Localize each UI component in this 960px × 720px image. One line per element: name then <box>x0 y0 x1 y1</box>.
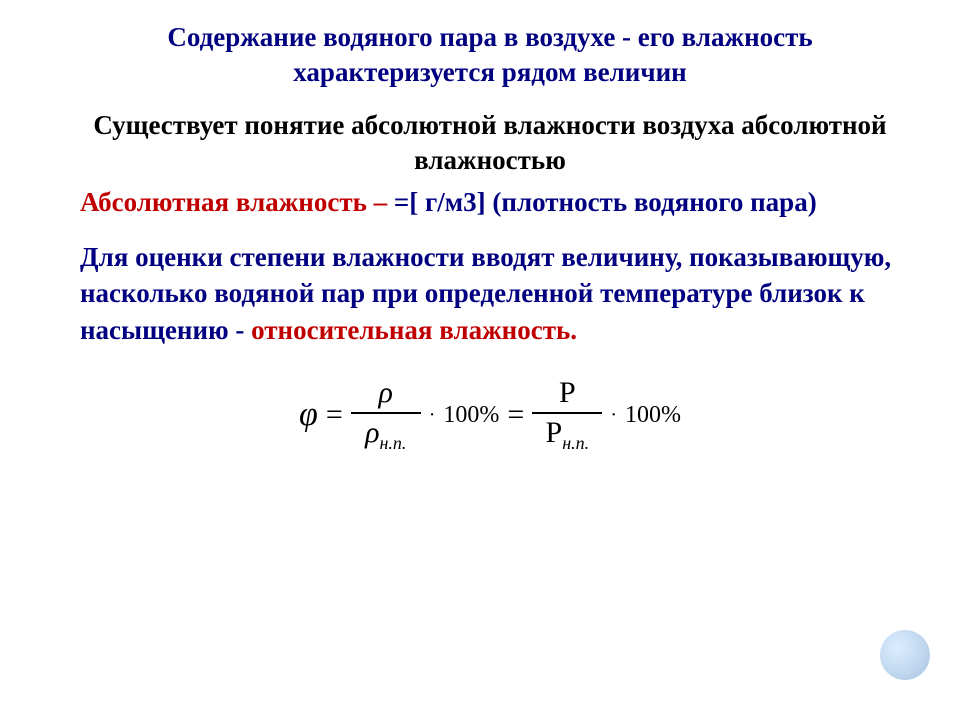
abs-formula: =[ г/м3] (плотность водяного пара) <box>394 187 817 217</box>
absolute-humidity-line: Абсолютная влажность – =[ г/м3] (плотнос… <box>80 184 900 220</box>
rho-den: ρ <box>365 416 379 449</box>
mult-2: · <box>610 404 617 427</box>
fraction-p: P Pн.п. <box>532 378 602 452</box>
phi-symbol: φ <box>299 396 318 434</box>
hundred-1: 100% <box>443 402 499 429</box>
slide: Содержание водяного пара в воздухе - его… <box>0 0 960 720</box>
rho-num: ρ <box>379 376 393 409</box>
formula-row: φ = ρ ρн.п. · 100% = P Pн.п. · 100% <box>299 378 681 452</box>
mult-1: · <box>429 404 436 427</box>
slide-title: Содержание водяного пара в воздухе - его… <box>80 20 900 90</box>
relative-humidity-para: Для оценки степени влажности вводят вели… <box>80 239 900 348</box>
p-num: P <box>559 376 576 409</box>
decor-circle-icon <box>880 630 930 680</box>
hundred-2: 100% <box>625 402 681 429</box>
p-den: P <box>546 416 563 449</box>
np-sub-2: н.п. <box>562 433 589 453</box>
np-sub-1: н.п. <box>379 433 406 453</box>
formula-block: φ = ρ ρн.п. · 100% = P Pн.п. · 100% <box>80 378 900 452</box>
rel-label: относительная влажность. <box>251 315 577 345</box>
equals-1: = <box>326 398 343 432</box>
abs-label: Абсолютная влажность – <box>80 187 394 217</box>
fraction-rho: ρ ρн.п. <box>351 378 421 452</box>
slide-subtitle: Существует понятие абсолютной влажности … <box>80 108 900 178</box>
equals-2: = <box>507 398 524 432</box>
